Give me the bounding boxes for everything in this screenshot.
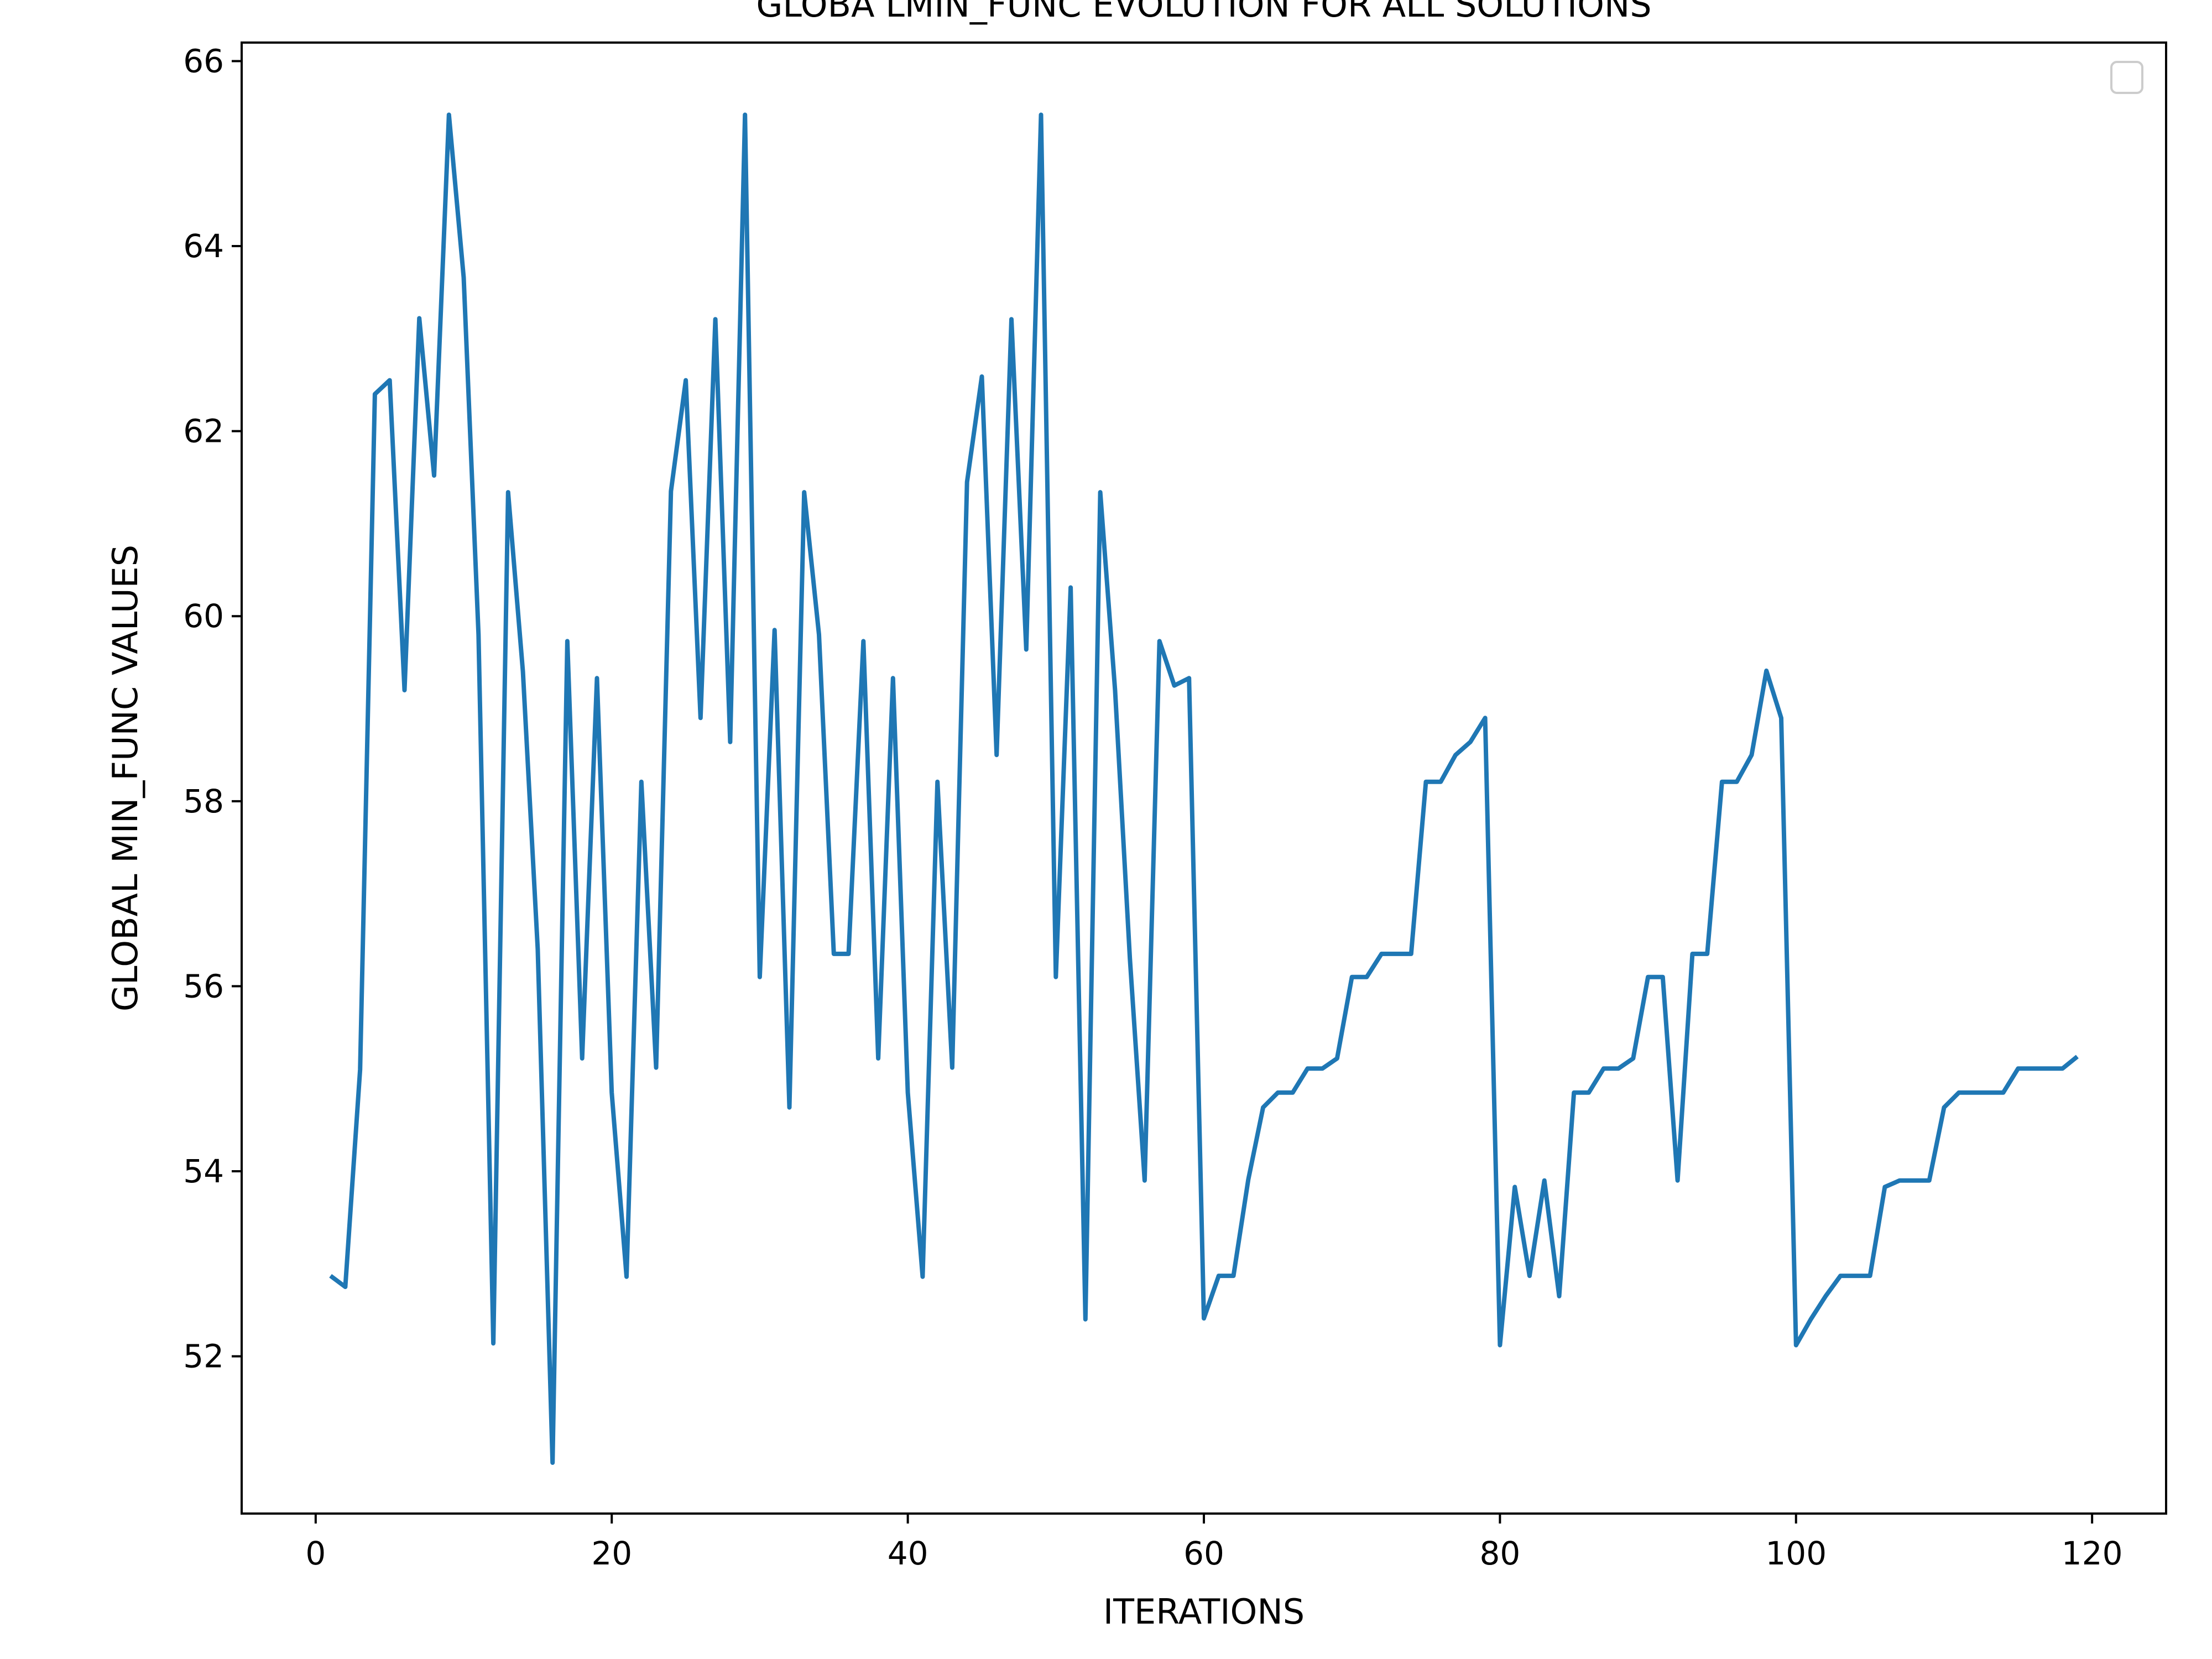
x-axis-label: ITERATIONS bbox=[1103, 1592, 1305, 1632]
series-layer bbox=[329, 112, 2079, 1465]
y-axis-label: GLOBAL MIN_FUNC VALUES bbox=[105, 545, 145, 1011]
y-tick-label: 58 bbox=[183, 782, 224, 820]
legend-box bbox=[2110, 61, 2143, 94]
y-tick-label: 66 bbox=[183, 42, 224, 80]
x-tick-label: 60 bbox=[1183, 1535, 1224, 1572]
chart-title: GLOBA LMIN_FUNC EVOLUTION FOR ALL SOLUTI… bbox=[756, 0, 1651, 25]
x-tick-label: 0 bbox=[305, 1535, 326, 1572]
y-tick-label: 62 bbox=[183, 413, 224, 450]
y-tick-label: 56 bbox=[183, 967, 224, 1005]
y-tick-label: 64 bbox=[183, 227, 224, 265]
y-tick-label: 52 bbox=[183, 1338, 224, 1375]
x-tick-label: 100 bbox=[1765, 1535, 1827, 1572]
y-tick-label: 60 bbox=[183, 597, 224, 635]
plot-frame bbox=[241, 41, 2167, 1515]
x-tick-label: 80 bbox=[1479, 1535, 1520, 1572]
x-tick-label: 120 bbox=[2062, 1535, 2123, 1572]
x-tick-label: 40 bbox=[888, 1535, 928, 1572]
x-tick-label: 20 bbox=[591, 1535, 632, 1572]
y-tick-label: 54 bbox=[183, 1152, 224, 1190]
axis-ticks: 0 20 40 60 80 100 120 52 54 56 58 60 62 64 66 bbox=[183, 42, 2122, 1572]
series-line bbox=[329, 112, 2079, 1465]
